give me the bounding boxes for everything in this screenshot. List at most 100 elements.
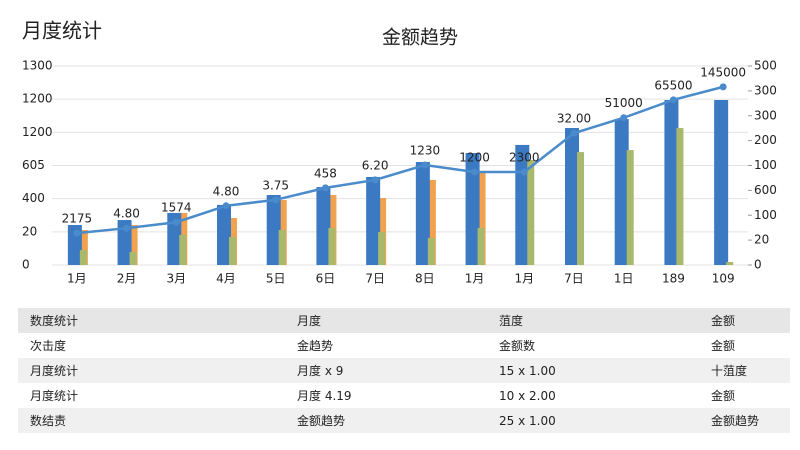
bar (266, 195, 281, 265)
chart-title: 金额趋势 (382, 27, 458, 49)
line-point (620, 114, 628, 122)
bar (127, 225, 138, 265)
x-tick-label: 1月 (67, 272, 87, 286)
annotation: 6.20 (362, 158, 389, 172)
table-row: 次击度 金趋势 金额数 金额 (18, 333, 790, 358)
line-point (719, 83, 727, 91)
table-cell: 月度统计 (30, 389, 79, 403)
y-tick-label: 1300 (22, 59, 53, 73)
y2-tick-label: 20 (754, 233, 769, 247)
bar (278, 230, 286, 265)
bar (77, 230, 88, 265)
bar (565, 128, 579, 265)
line-point (421, 161, 429, 169)
bar (614, 119, 629, 265)
table-row: 月度统计 月度 4.19 10 x 2.00 金额 (18, 383, 790, 408)
bar (229, 236, 236, 265)
annotation: 145000 (700, 65, 746, 79)
y-tick-label: 400 (22, 191, 45, 205)
y2-tick-label: 300 (754, 83, 777, 97)
table-cell: 月度 x 9 (285, 358, 487, 383)
table-cell: 次击度 (30, 339, 67, 353)
y2-tick-label: 200 (754, 133, 777, 147)
table-cell: 10 x 2.00 (499, 388, 556, 403)
table-cell: 数结责 (18, 408, 285, 433)
line-point (669, 96, 677, 104)
y-tick-label: 605 (22, 158, 45, 172)
bar (129, 252, 137, 265)
table-header: 数度统计 月度 菹度 金额 (18, 308, 790, 333)
table-row: 数结责 金额趋势 25 x 1.00 金额趋势 (18, 408, 790, 433)
line-point (321, 184, 329, 192)
x-tick-label: 1月 (465, 272, 485, 286)
table-cell: 金额 (711, 389, 736, 403)
bar (626, 150, 634, 265)
annotation: 51000 (605, 96, 643, 110)
x-tick-label: 109 (712, 272, 735, 286)
table-cell: 数度统计 (18, 308, 285, 333)
x-tick-label: 1日 (614, 272, 634, 286)
table-cell: 月度统计 (18, 358, 285, 383)
y2-tick-label: 600 (754, 183, 777, 197)
chart: 月度统计 金额趋势 0 20 400 605 1200 1200 1300 0 20 100 600… (22, 19, 777, 286)
bar (714, 99, 729, 265)
x-tick-label: 7日 (365, 272, 385, 286)
y2-tick-label: 300 (754, 108, 777, 122)
y2-tick-label: 0 (754, 258, 762, 272)
line-point (73, 229, 81, 237)
table-cell: 25 x 1.00 (487, 408, 699, 433)
annotation: 32.00 (557, 112, 591, 126)
y2-tick-label: 100 (754, 158, 777, 172)
x-tick-label: 7日 (564, 272, 584, 286)
x-tick-label: 4月 (216, 272, 236, 286)
y2-tick-label: 500 (754, 59, 777, 73)
page-title: 月度统计 (22, 19, 102, 43)
x-tick-label: 8日 (415, 272, 435, 286)
bar (167, 212, 182, 265)
line-point (471, 168, 479, 176)
x-tick-label: 189 (662, 272, 685, 286)
bar (465, 153, 480, 265)
bar (217, 204, 231, 265)
table-cell: 15 x 1.00 (487, 358, 699, 383)
y-tick-label: 1200 (22, 92, 53, 106)
line-point (272, 196, 280, 204)
x-tick-label: 3月 (166, 272, 186, 286)
bar (425, 179, 436, 265)
annotation: 4.80 (213, 184, 240, 198)
table-cell: 十菹度 (699, 358, 790, 383)
bar (527, 160, 535, 265)
bar (427, 237, 435, 265)
bar (415, 162, 430, 265)
bar (477, 228, 485, 265)
table-cell: 月度 (285, 308, 487, 333)
line-point (520, 168, 528, 176)
y-tick-label: 20 (22, 224, 37, 238)
x-tick-label: 5日 (266, 272, 286, 286)
bar (179, 234, 187, 265)
line-point (123, 224, 131, 232)
annotation: 65500 (654, 78, 692, 92)
y-tick-label: 1200 (22, 125, 53, 139)
data-table: 数度统计 月度 菹度 金额 次击度 金趋势 金额数 金额 月度统计 月度 x 9 15 x 1.00… (18, 308, 790, 433)
table-row: 月度统计 月度 x 9 15 x 1.00 十菹度 (18, 358, 790, 383)
annotation: 458 (314, 166, 337, 180)
annotation: 2175 (62, 212, 93, 226)
table-cell: 金额 (711, 339, 736, 353)
line-point (371, 176, 379, 184)
table-cell: 金额数 (499, 339, 536, 353)
bar (676, 128, 684, 265)
bar (475, 171, 486, 265)
annotation: 4.80 (113, 207, 140, 221)
x-tick-label: 2月 (117, 272, 137, 286)
line (76, 85, 724, 235)
bar (726, 262, 734, 265)
bar (577, 152, 584, 265)
table-cell: 金趋势 (297, 339, 334, 353)
bar (79, 250, 87, 265)
table-cell: 月度 4.19 (297, 389, 352, 403)
bar (378, 231, 386, 265)
table-cell: 金额趋势 (285, 408, 487, 433)
y2-tick-label: 100 (754, 208, 777, 222)
